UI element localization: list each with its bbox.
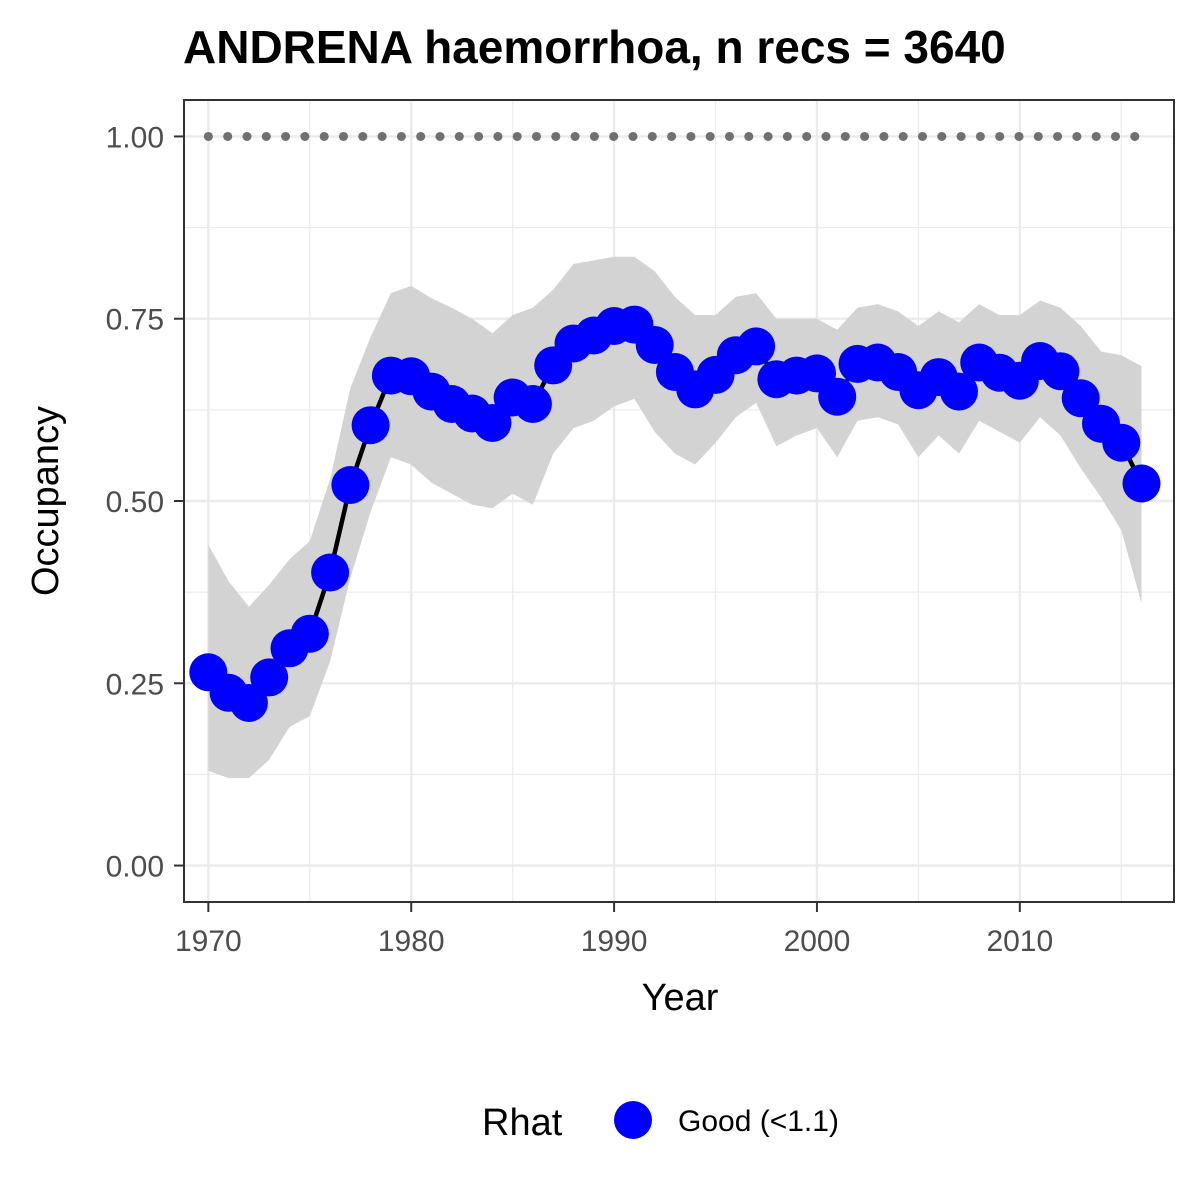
x-tick-label-0: 1970 — [175, 925, 242, 958]
legend-key-good — [614, 1101, 652, 1139]
data-point-1975 — [290, 614, 329, 653]
data-point-1978 — [351, 406, 390, 445]
chart-title: ANDRENA haemorrhoa, n recs = 3640 — [183, 21, 1006, 73]
data-point-2001 — [818, 377, 857, 416]
x-axis-ticks: 1970 1980 1990 2000 2010 — [175, 902, 1053, 958]
x-tick-label-3: 2000 — [784, 925, 851, 958]
legend-label-good: Good (<1.1) — [678, 1105, 839, 1138]
data-point-2012 — [1041, 352, 1080, 391]
y-tick-label-4: 1.00 — [106, 121, 164, 154]
x-tick-label-2: 1990 — [581, 925, 648, 958]
y-axis-title: Occupancy — [25, 406, 67, 596]
data-point-1984 — [473, 404, 512, 442]
data-point-1973 — [250, 658, 289, 697]
data-point-2016 — [1122, 464, 1161, 503]
data-point-1986 — [513, 385, 552, 423]
data-point-2013 — [1061, 379, 1100, 418]
legend: Rhat Good (<1.1) — [482, 1101, 839, 1144]
data-point-2007 — [940, 372, 978, 411]
legend-title: Rhat — [482, 1102, 563, 1144]
data-point-1972 — [229, 684, 268, 722]
data-point-1976 — [311, 553, 350, 592]
y-tick-label-2: 0.50 — [106, 486, 164, 519]
data-point-1992 — [635, 326, 674, 364]
y-axis-ticks: 0.00 0.25 0.50 0.75 1.00 — [106, 121, 184, 884]
x-tick-label-1: 1980 — [378, 925, 445, 958]
data-point-2015 — [1102, 423, 1141, 462]
y-tick-label-0: 0.00 — [106, 851, 164, 884]
confidence-ribbon-group — [208, 256, 1142, 779]
y-tick-label-1: 0.25 — [106, 668, 164, 701]
x-tick-label-4: 2010 — [986, 925, 1053, 958]
data-points — [189, 305, 1161, 722]
data-point-1997 — [737, 327, 776, 366]
data-point-1977 — [331, 466, 370, 504]
confidence-ribbon — [208, 256, 1142, 779]
x-axis-title: Year — [642, 977, 719, 1019]
y-tick-label-3: 0.75 — [106, 304, 164, 337]
